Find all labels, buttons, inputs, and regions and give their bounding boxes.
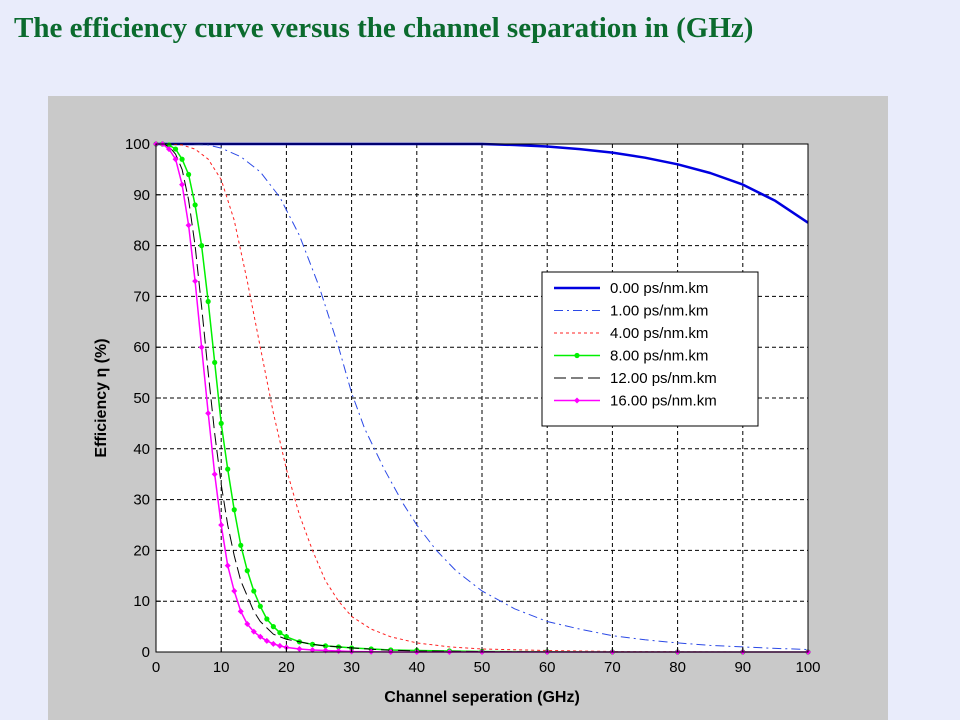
data-point (205, 298, 211, 305)
data-point (225, 466, 231, 472)
data-point (166, 146, 173, 153)
x-tick-label: 20 (278, 659, 295, 676)
x-tick-label: 100 (795, 659, 820, 676)
data-point (277, 630, 283, 636)
data-point (296, 645, 303, 652)
data-point (276, 642, 283, 649)
x-tick-label: 30 (343, 659, 360, 676)
legend: 0.00 ps/nm.km 1.00 ps/nm.km 4.00 ps/nm.km 8… (541, 271, 759, 427)
data-point (218, 522, 225, 528)
x-tick-label: 60 (539, 659, 556, 676)
data-point (237, 608, 244, 615)
grid (156, 144, 808, 652)
y-tick-label: 100 (125, 136, 150, 153)
data-point (244, 568, 250, 574)
y-tick-label: 30 (133, 492, 150, 509)
data-point (205, 410, 212, 417)
y-tick-label: 60 (133, 339, 150, 356)
x-tick-label: 0 (152, 659, 160, 676)
data-point (231, 588, 238, 595)
data-point (322, 643, 329, 649)
data-point (264, 616, 270, 622)
data-point (185, 222, 192, 229)
data-point (250, 628, 257, 635)
legend-label: 8.00 ps/nm.km (610, 348, 708, 365)
data-point (224, 562, 231, 569)
y-tick-label: 10 (133, 593, 150, 610)
y-tick-label: 20 (133, 542, 150, 559)
data-point (263, 637, 270, 644)
data-point (218, 420, 224, 426)
series-line (156, 143, 808, 653)
x-tick-label: 80 (669, 659, 686, 676)
data-point (198, 344, 205, 351)
data-point (179, 156, 185, 162)
legend-label: 16.00 ps/nm.km (610, 393, 717, 410)
x-tick-label: 90 (734, 659, 751, 676)
data-point (251, 588, 257, 594)
data-point (283, 634, 289, 640)
y-tick-label: 50 (133, 390, 150, 407)
data-point (309, 646, 316, 653)
data-point (172, 146, 179, 152)
data-point (270, 640, 277, 647)
series-line (156, 143, 809, 650)
data-point (257, 633, 264, 640)
data-point (192, 202, 198, 208)
data-point (231, 507, 237, 513)
x-tick-label: 40 (408, 659, 425, 676)
data-point (179, 181, 186, 188)
legend-label: 1.00 ps/nm.km (610, 303, 708, 320)
slide-title: The efficiency curve versus the channel … (14, 12, 754, 44)
data-point (309, 641, 316, 647)
data-point (199, 243, 205, 249)
axis-ticks: 0 10 20 30 40 50 60 70 80 90 100 0 10 20 30 40 50 60 70 80 9… (125, 136, 821, 676)
x-tick-label: 10 (213, 659, 230, 676)
legend-label: 4.00 ps/nm.km (610, 325, 708, 342)
legend-marker (574, 352, 580, 359)
efficiency-chart: 0 10 20 30 40 50 60 70 80 90 100 0 10 20 30 40 50 60 70 80 9… (93, 136, 821, 706)
legend-label: 12.00 ps/nm.km (610, 370, 717, 387)
y-tick-label: 70 (133, 288, 150, 305)
x-tick-label: 50 (474, 659, 491, 676)
y-tick-label: 0 (142, 644, 150, 661)
y-axis-label: Efficiency η (%) (93, 338, 110, 457)
y-tick-label: 80 (133, 238, 150, 255)
data-point (244, 621, 251, 628)
legend-marker (574, 397, 580, 404)
data-point (192, 278, 199, 285)
y-tick-label: 90 (133, 187, 150, 204)
data-point (257, 603, 263, 609)
data-point (186, 171, 192, 178)
series-2 (156, 143, 808, 653)
data-point (211, 471, 218, 478)
data-point (172, 156, 179, 163)
y-tick-label: 40 (133, 441, 150, 458)
data-point (212, 359, 218, 366)
series-1 (156, 143, 809, 650)
figure-panel: 0 10 20 30 40 50 60 70 80 90 100 0 10 20 30 40 50 60 70 80 9… (48, 96, 888, 720)
data-point (270, 624, 276, 630)
legend-label: 0.00 ps/nm.km (610, 280, 708, 297)
data-point (238, 542, 244, 548)
x-tick-label: 70 (604, 659, 621, 676)
x-axis-label: Channel seperation (GHz) (384, 689, 580, 706)
